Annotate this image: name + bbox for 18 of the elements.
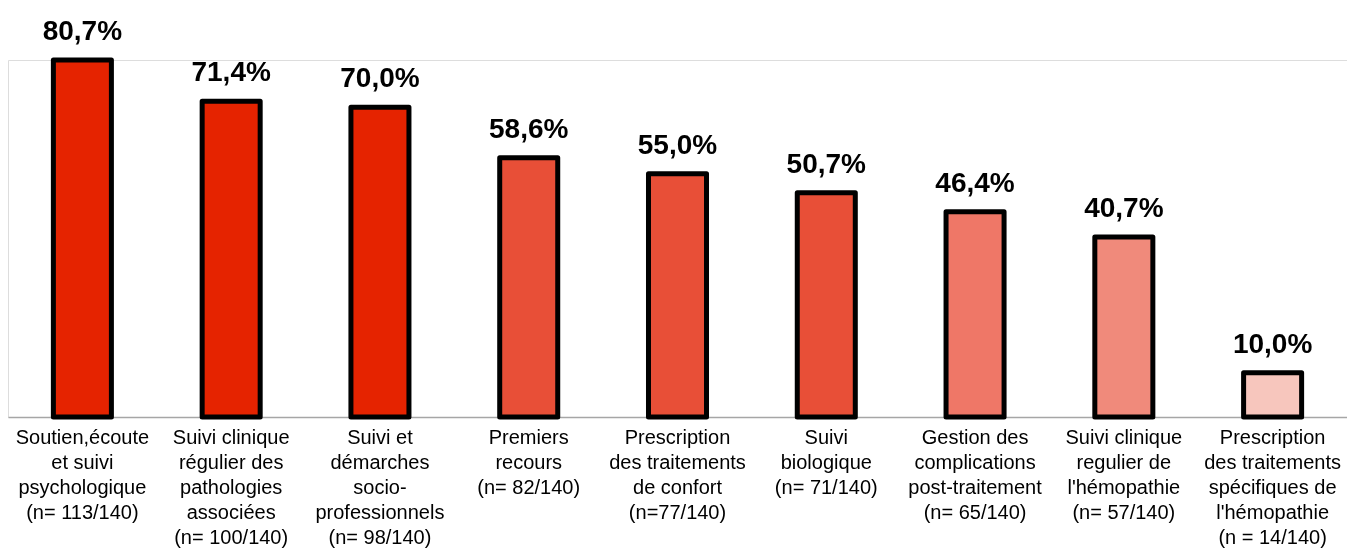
x-tick-label: Prescription des traitements spécifiques de l'hémopathie (n = 14/140): [1204, 425, 1341, 548]
x-tick-label: Premiers recours (n= 82/140): [477, 425, 581, 498]
x-tick-label: Suivi biologique (n= 71/140): [774, 425, 878, 498]
data-label: 46,4%: [935, 166, 1015, 198]
x-tick-label: Suivi clinique regulier de l'hémopathie (n= 57/140): [1065, 425, 1183, 523]
data-label: 71,4%: [191, 56, 271, 88]
data-label: 40,7%: [1084, 191, 1164, 223]
data-label: 50,7%: [786, 147, 867, 179]
x-tick-label: Gestion des complications post-traitement (n= 65/140): [908, 425, 1043, 523]
x-tick-label: Prescription des traitements de confort (n=77/140): [609, 425, 746, 523]
x-tick-label: Suivi et démarches socio-professionnels (n= 98/140): [315, 425, 445, 548]
data-label: 80,7%: [42, 15, 123, 46]
data-label: 70,0%: [340, 62, 420, 94]
data-label: 58,6%: [489, 112, 569, 144]
data-label: 55,0%: [637, 128, 718, 160]
x-tick-label: Suivi clinique régulier des pathologies associées (n= 100/140): [172, 425, 290, 548]
x-tick-label: Soutien,écoute et suivi psychologique (n= 113/140): [15, 425, 150, 523]
data-label: 10,0%: [1232, 327, 1313, 359]
